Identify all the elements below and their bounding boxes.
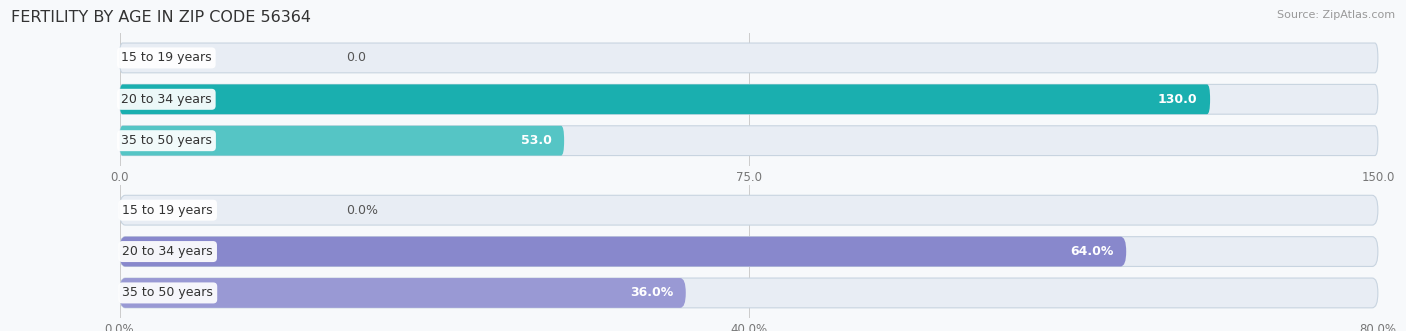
- FancyBboxPatch shape: [120, 237, 1126, 266]
- Text: Source: ZipAtlas.com: Source: ZipAtlas.com: [1277, 10, 1395, 20]
- Text: 0.0: 0.0: [346, 51, 366, 65]
- FancyBboxPatch shape: [120, 237, 1378, 266]
- Text: 0.0%: 0.0%: [346, 204, 378, 217]
- FancyBboxPatch shape: [120, 278, 1378, 308]
- Text: 64.0%: 64.0%: [1070, 245, 1114, 258]
- FancyBboxPatch shape: [120, 278, 686, 308]
- Text: 35 to 50 years: 35 to 50 years: [121, 134, 212, 147]
- Text: 15 to 19 years: 15 to 19 years: [122, 204, 212, 217]
- Text: 130.0: 130.0: [1159, 93, 1198, 106]
- FancyBboxPatch shape: [120, 195, 1378, 225]
- FancyBboxPatch shape: [120, 126, 564, 156]
- Text: 36.0%: 36.0%: [630, 286, 673, 300]
- FancyBboxPatch shape: [120, 84, 1211, 114]
- Text: 15 to 19 years: 15 to 19 years: [121, 51, 212, 65]
- Text: 53.0: 53.0: [520, 134, 551, 147]
- FancyBboxPatch shape: [120, 43, 1378, 73]
- FancyBboxPatch shape: [120, 126, 1378, 156]
- Text: 20 to 34 years: 20 to 34 years: [122, 245, 212, 258]
- Text: 20 to 34 years: 20 to 34 years: [121, 93, 212, 106]
- FancyBboxPatch shape: [120, 84, 1378, 114]
- Text: 35 to 50 years: 35 to 50 years: [122, 286, 214, 300]
- Text: FERTILITY BY AGE IN ZIP CODE 56364: FERTILITY BY AGE IN ZIP CODE 56364: [11, 10, 311, 25]
